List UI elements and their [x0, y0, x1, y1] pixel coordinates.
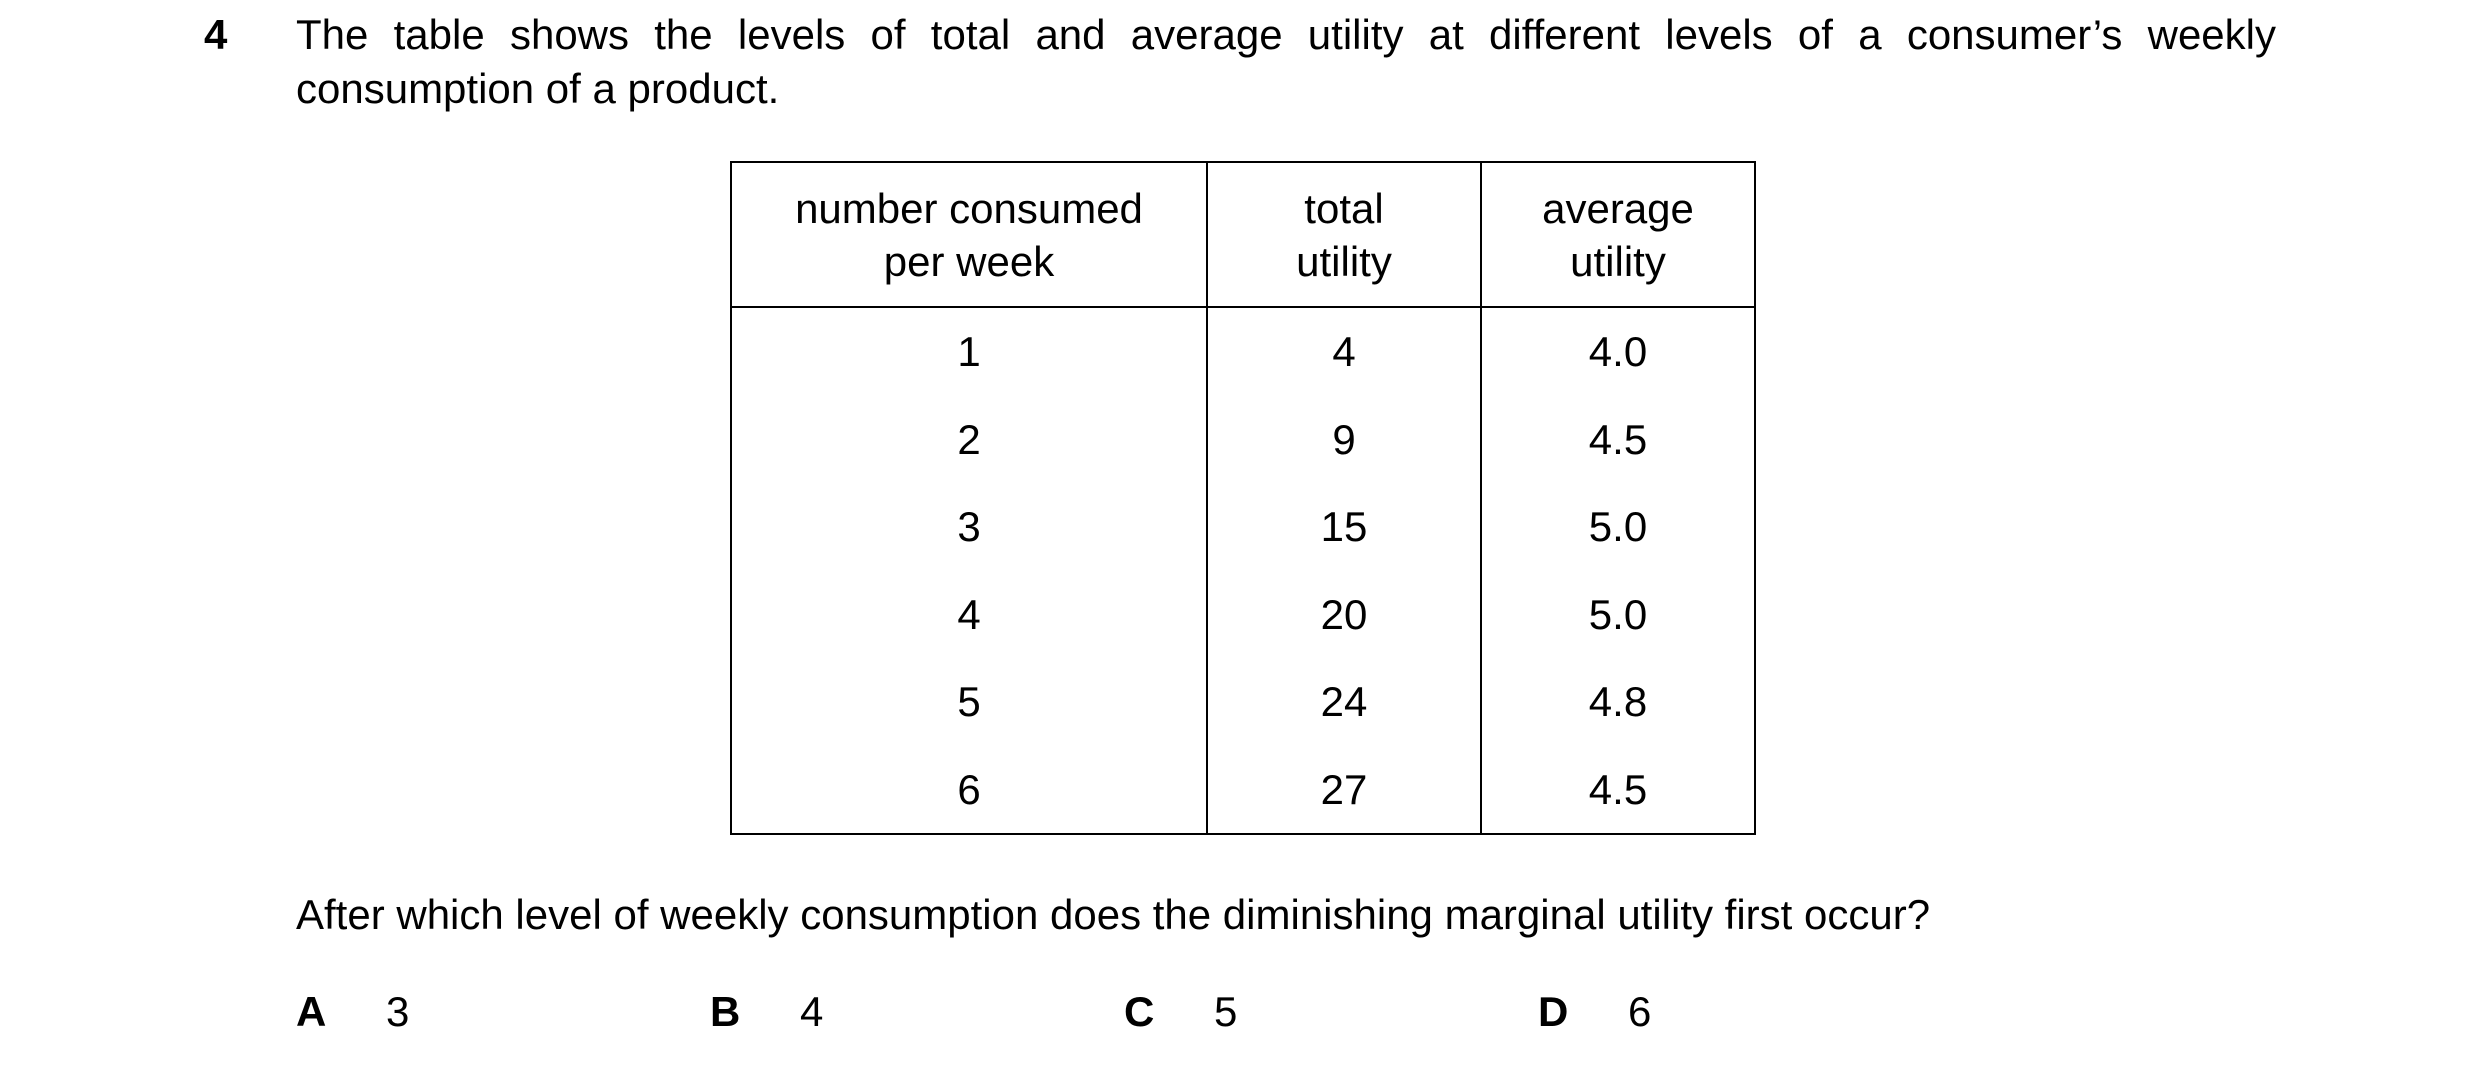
table-row: 4 20 5.0	[730, 570, 1756, 658]
question-text: After which level of weekly consumption …	[296, 891, 1931, 938]
question-stem: The table shows the levels of total and …	[296, 8, 2276, 116]
stem-line-1: The table shows the levels of total and …	[296, 11, 2276, 58]
header-text: number consumed	[795, 184, 1143, 232]
header-average-utility: average utility	[1480, 161, 1756, 308]
option-value: 4	[800, 988, 824, 1035]
cell-number: 2	[730, 395, 1208, 483]
cell-average-utility: 4.5	[1480, 395, 1756, 483]
header-text: per week	[883, 237, 1055, 285]
cell-total-utility: 24	[1206, 658, 1482, 746]
header-number-consumed: number consumed per week	[730, 161, 1208, 308]
cell-number: 5	[730, 658, 1208, 746]
cell-total-utility: 20	[1206, 570, 1482, 658]
option-letter: C	[1124, 988, 1155, 1035]
option-letter: B	[710, 988, 741, 1035]
table-row: 2 9 4.5	[730, 395, 1756, 483]
option-value: 6	[1628, 988, 1652, 1035]
option-letter: D	[1538, 988, 1569, 1035]
stem-line-2: consumption of a product.	[296, 65, 780, 112]
cell-number: 1	[730, 307, 1208, 396]
cell-average-utility: 5.0	[1480, 570, 1756, 658]
cell-average-utility: 4.5	[1480, 745, 1756, 835]
table-header-row: number consumed per week total utility a…	[730, 161, 1756, 308]
cell-total-utility: 27	[1206, 745, 1482, 835]
header-text: utility	[1296, 237, 1392, 285]
header-total-utility: total utility	[1206, 161, 1482, 308]
table-row: 5 24 4.8	[730, 658, 1756, 746]
cell-total-utility: 4	[1206, 307, 1482, 396]
cell-total-utility: 9	[1206, 395, 1482, 483]
header-text: utility	[1570, 237, 1666, 285]
option-value: 5	[1214, 988, 1238, 1035]
option-value: 3	[386, 988, 410, 1035]
table-row: 3 15 5.0	[730, 483, 1756, 571]
cell-number: 6	[730, 745, 1208, 835]
utility-table: number consumed per week total utility a…	[730, 161, 1756, 835]
table-row: 1 4 4.0	[730, 307, 1756, 396]
cell-number: 4	[730, 570, 1208, 658]
cell-total-utility: 15	[1206, 483, 1482, 571]
cell-number: 3	[730, 483, 1208, 571]
table-row: 6 27 4.5	[730, 745, 1756, 835]
question-number: 4	[204, 11, 228, 58]
cell-average-utility: 4.0	[1480, 307, 1756, 396]
option-letter: A	[296, 988, 327, 1035]
cell-average-utility: 4.8	[1480, 658, 1756, 746]
cell-average-utility: 5.0	[1480, 483, 1756, 571]
header-text: total	[1304, 184, 1384, 232]
header-text: average	[1542, 184, 1694, 232]
